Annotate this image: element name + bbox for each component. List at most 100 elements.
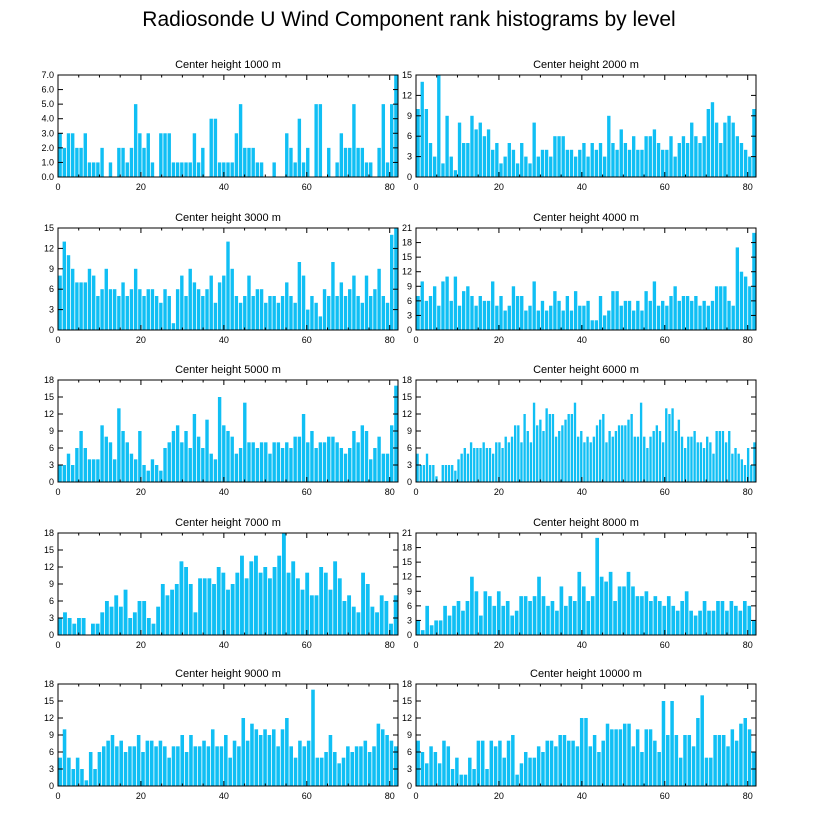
- histogram-bar: [245, 740, 250, 786]
- histogram-bar: [322, 289, 327, 330]
- histogram-bar: [72, 623, 77, 635]
- histogram-bar: [482, 442, 485, 482]
- histogram-bar: [264, 302, 268, 330]
- histogram-bar: [167, 442, 171, 482]
- y-tick-label: 12: [402, 90, 412, 100]
- histogram-bar: [100, 612, 105, 635]
- histogram-bar: [110, 735, 115, 786]
- histogram-bar: [280, 729, 285, 786]
- histogram-bar: [731, 305, 735, 330]
- histogram-bar: [343, 453, 348, 482]
- histogram-bar: [613, 601, 617, 635]
- histogram-bar: [104, 436, 108, 482]
- histogram-bar: [146, 133, 150, 177]
- histogram-bar: [323, 572, 328, 635]
- histogram-bar: [75, 282, 79, 330]
- histogram-bar: [425, 763, 429, 786]
- histogram-bar: [590, 143, 594, 177]
- histogram-bar: [96, 162, 100, 177]
- histogram-bar: [70, 465, 75, 482]
- histogram-bar: [285, 718, 289, 786]
- histogram-bar: [380, 729, 385, 786]
- histogram-bar: [565, 296, 570, 330]
- histogram-bar: [243, 296, 247, 330]
- histogram-bar: [690, 122, 694, 177]
- histogram-bar: [128, 746, 132, 786]
- histogram-bar: [216, 567, 221, 635]
- histogram-bar: [631, 746, 636, 786]
- plot-frame: [415, 74, 757, 178]
- histogram-bar: [446, 746, 451, 786]
- y-tick-label: 6: [407, 296, 412, 306]
- y-tick-label: 9: [49, 579, 54, 589]
- histogram-bar: [528, 601, 532, 635]
- histogram-bar: [617, 586, 622, 635]
- x-tick-label: 80: [743, 487, 753, 497]
- histogram-bar: [184, 296, 188, 330]
- histogram-bar: [544, 310, 549, 330]
- histogram-bar: [254, 555, 258, 635]
- histogram-bar: [700, 695, 704, 786]
- y-tick-label: 15: [402, 392, 412, 402]
- histogram-bar: [702, 136, 706, 177]
- x-tick-label: 60: [660, 640, 670, 650]
- histogram-bar: [251, 147, 255, 177]
- histogram-bar: [254, 729, 259, 786]
- histogram-bar: [608, 571, 613, 635]
- y-tick-label: 0: [407, 477, 412, 487]
- histogram-bar: [201, 296, 205, 330]
- histogram-bar: [640, 752, 644, 786]
- histogram-bar: [748, 286, 752, 330]
- histogram-bar: [198, 578, 202, 635]
- histogram-bar: [373, 448, 377, 482]
- histogram-bar: [491, 453, 495, 482]
- histogram-bar: [63, 612, 67, 635]
- histogram-bar: [188, 448, 192, 482]
- histogram-bar: [546, 605, 550, 635]
- histogram-bar: [623, 300, 628, 330]
- histogram-bar: [517, 425, 520, 482]
- histogram-bar: [576, 436, 580, 482]
- histogram-bar: [272, 162, 276, 177]
- histogram-bar: [238, 448, 243, 482]
- x-tick-label: 60: [660, 335, 670, 345]
- histogram-bar: [751, 620, 756, 635]
- histogram-bar: [519, 596, 523, 635]
- histogram-bar: [666, 735, 670, 786]
- histogram-bar: [289, 746, 293, 786]
- histogram-bar: [482, 136, 487, 177]
- histogram-bar: [335, 442, 339, 482]
- histogram-bar: [58, 465, 62, 482]
- histogram-bar: [281, 533, 286, 635]
- histogram-bar: [390, 234, 394, 330]
- x-tick-label: 60: [302, 335, 312, 345]
- histogram-bar: [301, 162, 306, 177]
- histogram-bar: [125, 162, 129, 177]
- histogram-bar: [734, 605, 738, 635]
- histogram-bar: [579, 718, 584, 786]
- y-tick-label: 0: [49, 630, 54, 640]
- histogram-bar: [224, 735, 228, 786]
- x-tick-label: 80: [743, 791, 753, 801]
- histogram-bar: [142, 147, 146, 177]
- histogram-bar: [319, 567, 324, 635]
- histogram-bar: [630, 414, 633, 482]
- histogram-bar: [675, 610, 680, 635]
- histogram-bar: [694, 136, 698, 177]
- histogram-bar: [314, 302, 318, 330]
- x-tick-label: 0: [55, 487, 60, 497]
- histogram-bar: [146, 470, 150, 482]
- histogram-bar: [369, 296, 373, 330]
- histogram-bar: [465, 601, 470, 635]
- histogram-bar: [690, 436, 693, 482]
- histogram-bar: [277, 555, 282, 635]
- histogram-bar: [685, 296, 690, 330]
- histogram-bar: [505, 601, 510, 635]
- histogram-bar: [339, 282, 344, 330]
- histogram-bar: [315, 757, 320, 786]
- histogram-bar: [548, 414, 551, 482]
- histogram-bar: [510, 615, 515, 635]
- histogram-bar: [661, 300, 665, 330]
- histogram-bar: [230, 162, 234, 177]
- histogram-bar: [377, 147, 381, 177]
